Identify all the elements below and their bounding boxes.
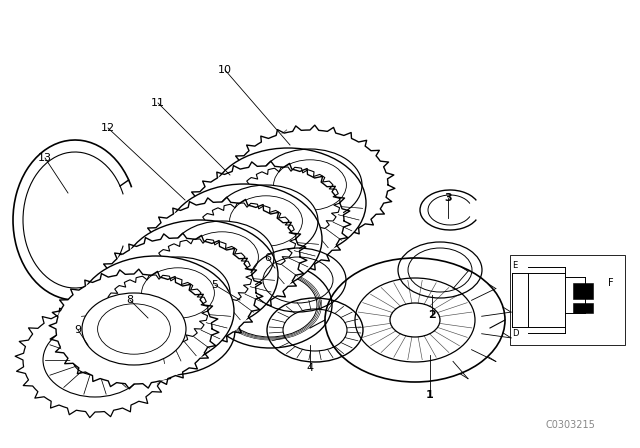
Text: 4: 4 bbox=[307, 363, 314, 373]
Text: 3: 3 bbox=[444, 193, 452, 203]
Text: 12: 12 bbox=[101, 123, 115, 133]
Text: 10: 10 bbox=[218, 65, 232, 75]
Text: F: F bbox=[608, 278, 614, 288]
Ellipse shape bbox=[192, 203, 296, 275]
Ellipse shape bbox=[122, 220, 278, 330]
Text: 1: 1 bbox=[426, 390, 434, 400]
Ellipse shape bbox=[236, 167, 340, 239]
Text: 8: 8 bbox=[127, 295, 134, 305]
Ellipse shape bbox=[82, 293, 186, 365]
Ellipse shape bbox=[214, 185, 318, 257]
Ellipse shape bbox=[78, 256, 234, 366]
Text: C0303215: C0303215 bbox=[545, 420, 595, 430]
Text: 9: 9 bbox=[74, 325, 81, 335]
Ellipse shape bbox=[170, 221, 274, 293]
Ellipse shape bbox=[100, 238, 256, 348]
Text: 2: 2 bbox=[428, 310, 436, 320]
Ellipse shape bbox=[126, 257, 230, 329]
Text: E: E bbox=[512, 260, 517, 270]
Ellipse shape bbox=[56, 274, 212, 384]
Text: D: D bbox=[512, 328, 518, 337]
Ellipse shape bbox=[148, 239, 252, 311]
Ellipse shape bbox=[166, 184, 322, 294]
Text: 5: 5 bbox=[211, 280, 218, 290]
Bar bbox=[573, 283, 593, 299]
Text: 11: 11 bbox=[151, 98, 165, 108]
Bar bbox=[573, 303, 593, 313]
Text: 13: 13 bbox=[38, 153, 52, 163]
Ellipse shape bbox=[232, 130, 388, 240]
Ellipse shape bbox=[258, 149, 362, 221]
Ellipse shape bbox=[104, 275, 208, 347]
Ellipse shape bbox=[144, 202, 300, 312]
Ellipse shape bbox=[210, 148, 366, 258]
Text: 6: 6 bbox=[264, 253, 271, 263]
Bar bbox=[510, 255, 625, 345]
Ellipse shape bbox=[188, 166, 344, 276]
